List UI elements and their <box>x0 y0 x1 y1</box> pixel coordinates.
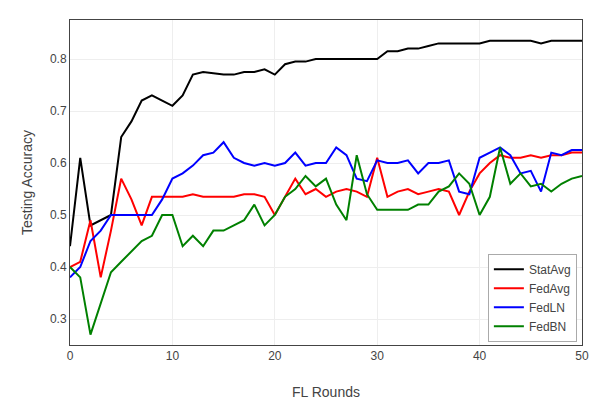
svg-text:0.6: 0.6 <box>50 156 67 170</box>
svg-text:30: 30 <box>371 349 385 363</box>
svg-text:0.4: 0.4 <box>50 260 67 274</box>
svg-text:0.8: 0.8 <box>50 52 67 66</box>
svg-text:40: 40 <box>473 349 487 363</box>
svg-text:0: 0 <box>67 349 74 363</box>
svg-text:FedAvg: FedAvg <box>529 282 570 296</box>
svg-text:FedBN: FedBN <box>529 320 566 334</box>
svg-text:StatAvg: StatAvg <box>529 263 571 277</box>
svg-text:0.5: 0.5 <box>50 208 67 222</box>
svg-text:10: 10 <box>166 349 180 363</box>
svg-text:0.7: 0.7 <box>50 104 67 118</box>
svg-text:Testing Accuracy: Testing Accuracy <box>19 130 35 235</box>
svg-text:FL Rounds: FL Rounds <box>292 384 360 400</box>
svg-text:FedLN: FedLN <box>529 301 565 315</box>
svg-text:0.3: 0.3 <box>50 312 67 326</box>
svg-text:20: 20 <box>268 349 282 363</box>
svg-text:50: 50 <box>575 349 589 363</box>
